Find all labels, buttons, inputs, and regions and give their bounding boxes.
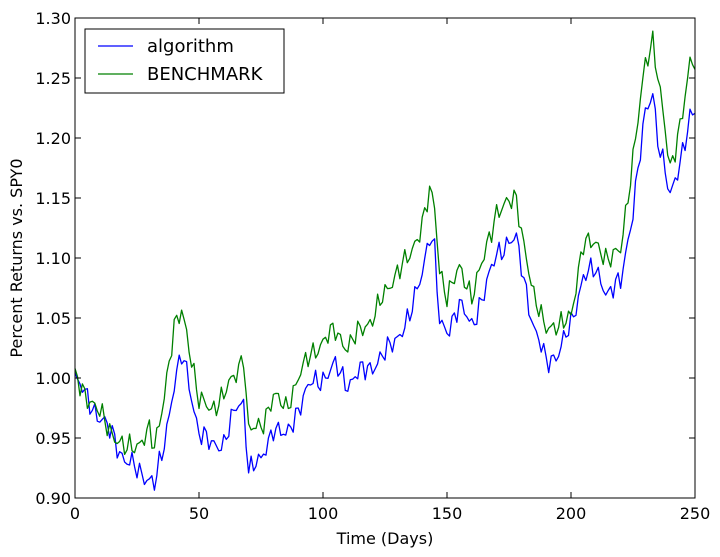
x-tick-label: 50 (189, 504, 209, 523)
y-tick-label: 1.20 (35, 129, 71, 148)
x-axis: 0 50 100 150 200 250 (70, 18, 710, 523)
y-tick-label: 1.15 (35, 189, 71, 208)
series-line-algorithm (74, 93, 696, 491)
series-layer (74, 30, 696, 491)
y-tick-label: 1.00 (35, 369, 71, 388)
series-line-benchmark (74, 30, 696, 456)
y-axis: 0.90 0.95 1.00 1.05 1.10 1.15 1.20 1.25 1.30 (35, 9, 695, 508)
y-axis-label: Percent Returns vs. SPY0 (7, 158, 26, 357)
y-tick-label: 1.25 (35, 69, 71, 88)
legend-box (84, 28, 285, 94)
y-tick-label: 1.30 (35, 9, 71, 28)
plot-area (75, 18, 695, 498)
y-tick-label: 1.10 (35, 249, 71, 268)
x-tick-label: 150 (432, 504, 463, 523)
legend: algorithm BENCHMARK (84, 28, 285, 94)
x-tick-label: 200 (556, 504, 587, 523)
x-tick-label: 250 (680, 504, 711, 523)
y-tick-label: 1.05 (35, 309, 71, 328)
y-tick-label: 0.95 (35, 429, 71, 448)
legend-label-benchmark: BENCHMARK (147, 64, 264, 85)
legend-label-algorithm: algorithm (147, 36, 234, 57)
y-tick-label: 0.90 (35, 489, 71, 508)
x-tick-label: 100 (308, 504, 339, 523)
x-axis-label: Time (Days) (336, 529, 434, 548)
x-tick-label: 0 (70, 504, 80, 523)
